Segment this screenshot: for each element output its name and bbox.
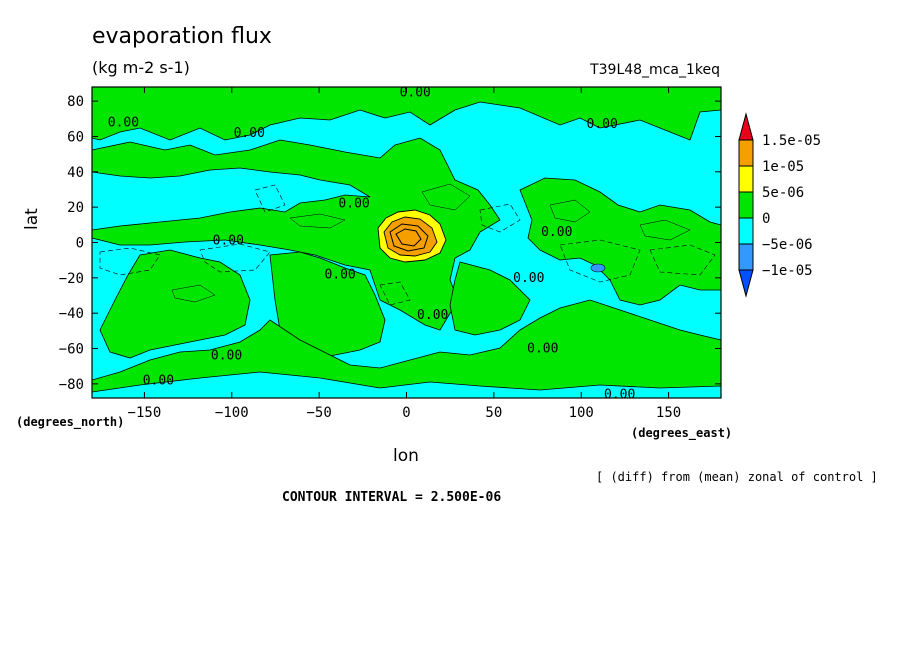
x-tick-label: 50 [485,405,502,421]
x-tick-label: 0 [402,405,410,421]
contour-label: 0.00 [417,308,448,323]
field-positive-arctic [92,87,721,141]
colorbar-segment [738,139,754,167]
x-tick-label: −100 [215,405,249,421]
y-tick-label: 20 [67,200,84,216]
y-axis: 80 60 40 20 0 −20 −40 −60 −80 [59,94,721,393]
contour-label: 0.00 [541,225,572,240]
colorbar-segment [738,191,754,219]
colorbar-segment [738,217,754,245]
y-tick-label: −40 [59,306,84,322]
colorbar-label: 1e-05 [762,159,804,175]
y-tick-label: 40 [67,165,84,181]
x-tick-label: −50 [306,405,331,421]
x-tick-label: 150 [656,405,681,421]
colorbar-segment [738,243,754,271]
colorbar: 1.5e-05 1e-05 5e-06 0 −5e-06 −1e-05 [738,112,821,298]
contour-fields [92,87,721,398]
contour-label: 0.00 [604,387,635,402]
y-tick-label: 0 [76,236,84,252]
field-positive-indian [449,261,531,336]
colorbar-label: −5e-06 [762,237,813,253]
y-tick-label: 60 [67,129,84,145]
contour-label: 0.00 [143,373,174,388]
contour-label: 0.00 [213,234,244,249]
colorbar-label: 5e-06 [762,185,804,201]
y-tick-label: −60 [59,342,84,358]
contour-label: 0.00 [234,126,265,141]
negative-contour-lines [99,184,716,306]
colorbar-label: −1e-05 [762,263,813,279]
y-unit-label: (degrees_north) [16,415,125,429]
field-core-lines [389,223,429,252]
chart-title: evaporation flux [92,24,272,49]
contour-label: 0.00 [400,85,431,100]
field-positive-east-asia [519,177,721,306]
diff-note: [ (diff) from (mean) zonal of control ] [596,470,878,484]
chart-units: (kg m-2 s-1) [92,58,190,77]
y-tick-label: −20 [59,271,84,287]
y-tick-label: −80 [59,377,84,393]
x-axis-label: lon [393,446,419,466]
contour-label: 0.00 [324,267,355,282]
field-low-blue [590,263,606,273]
colorbar-segment [738,112,754,141]
contour-label: 0.00 [587,117,618,132]
colorbar-label: 0 [762,211,770,227]
contour-label: 0.00 [338,197,369,212]
contour-interval: CONTOUR INTERVAL = 2.500E-06 [282,490,502,505]
field-negative-antarctic [92,371,721,398]
contour-labels: 0.00 0.00 0.00 0.00 0.00 0.00 0.00 0.00 0.00 0.00… [108,85,636,402]
colorbar-segment [738,269,754,298]
x-tick-label: 100 [569,405,594,421]
positive-contour-lines [171,183,691,303]
run-label: T39L48_mca_1keq [590,62,720,78]
y-tick-label: 80 [67,94,84,110]
contour-label: 0.00 [527,342,558,357]
contour-label: 0.00 [211,349,242,364]
colorbar-segment [738,165,754,193]
contour-label: 0.00 [513,271,544,286]
x-unit-label: (degrees_east) [631,426,733,440]
colorbar-label: 1.5e-05 [762,133,821,149]
field-positive-sw-pacific [99,249,251,359]
x-axis: −150 −100 −50 0 50 100 150 [128,87,681,421]
contour-label: 0.00 [108,115,139,130]
x-tick-label: −150 [128,405,162,421]
